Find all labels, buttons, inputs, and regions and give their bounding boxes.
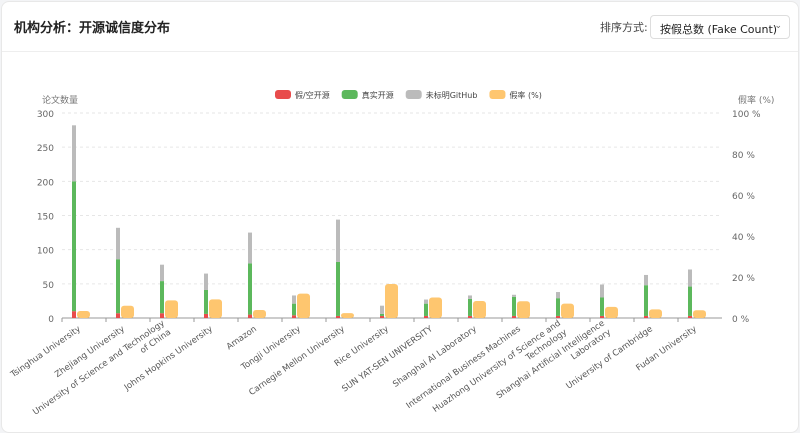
bar-real — [512, 296, 516, 316]
bar-unlabeled — [380, 305, 384, 314]
bar-fake-rate — [253, 310, 266, 318]
bar-real — [116, 259, 120, 314]
page-title: 机构分析：开源诚信度分布 — [14, 21, 171, 36]
bar-fake-rate — [385, 283, 398, 318]
x-tick-label-line: Tsinghua University — [8, 324, 82, 380]
bar-unlabeled — [556, 292, 560, 299]
bar-unlabeled — [292, 295, 296, 304]
bar-fake — [512, 315, 516, 318]
bar-fake — [556, 315, 560, 318]
y-tick-label: 300 — [37, 110, 54, 120]
bar-fake — [116, 313, 120, 318]
y2-tick-label: 20 % — [732, 274, 755, 284]
bar-fake — [336, 315, 340, 318]
sort-select-value: 按假总数 (Fake Count) — [660, 23, 778, 36]
legend-swatch — [341, 90, 358, 99]
bar-unlabeled — [204, 273, 208, 290]
bar-real — [380, 313, 384, 316]
y2-tick-label: 100 % — [732, 110, 761, 120]
bar-fake — [688, 315, 692, 318]
bar-fake-rate — [297, 293, 310, 318]
bar-fake-rate — [473, 300, 486, 318]
bar-real — [160, 281, 164, 314]
x-tick-label-line: Shanghai AI Laboratory — [391, 324, 478, 389]
bar-fake — [600, 315, 604, 318]
bar-fake — [204, 313, 208, 318]
bar-unlabeled — [468, 295, 472, 299]
bar-unlabeled — [160, 264, 164, 282]
bar-unlabeled — [688, 269, 692, 287]
bar-real — [204, 289, 208, 314]
bar-real — [424, 303, 428, 316]
bar-fake — [72, 311, 76, 318]
bar-fake — [644, 315, 648, 318]
legend-label: 真实开源 — [362, 90, 394, 100]
y2-tick-label: 60 % — [732, 192, 755, 202]
bar-fake — [292, 315, 296, 318]
y2-tick-label: 80 % — [732, 151, 755, 161]
bar-fake-rate — [341, 313, 354, 318]
bar-fake-rate — [121, 305, 134, 318]
y-axis-title: 论文数量 — [42, 94, 78, 106]
legend-label: 假率 (%) — [509, 90, 541, 100]
y2-tick-label: 40 % — [732, 233, 755, 243]
bar-unlabeled — [424, 299, 428, 304]
bar-unlabeled — [116, 227, 120, 260]
bar-fake — [380, 315, 384, 318]
y-tick-label: 0 — [48, 315, 54, 325]
bar-fake-rate — [517, 301, 530, 318]
bar-unlabeled — [600, 284, 604, 298]
bar-fake — [424, 315, 428, 318]
x-tick-label: Shanghai AI Laboratory — [391, 324, 478, 389]
legend-swatch — [405, 90, 422, 99]
x-tick-label-line: Amazon — [225, 324, 259, 352]
bar-fake-rate — [209, 299, 222, 318]
y-tick-label: 150 — [37, 213, 54, 223]
y2-tick-label: 0 % — [732, 315, 750, 325]
bar-real — [556, 298, 560, 316]
x-tick-label: Amazon — [225, 324, 259, 352]
bar-real — [248, 263, 252, 315]
bar-unlabeled — [644, 274, 648, 286]
bar-fake-rate — [165, 300, 178, 318]
bar-fake-rate — [649, 309, 662, 318]
legend-label: 未标明GitHub — [426, 90, 478, 100]
card-header: 机构分析：开源诚信度分布 排序方式: 按假总数 (Fake Count) ⌄ — [2, 2, 798, 52]
chevron-down-icon: ⌄ — [774, 21, 782, 31]
bar-fake — [248, 314, 252, 318]
bar-fake-rate — [561, 303, 574, 318]
y-tick-label: 250 — [37, 144, 54, 154]
bar-unlabeled — [512, 294, 516, 297]
y-tick-label: 50 — [43, 281, 55, 291]
bar-real — [336, 261, 340, 316]
bar-real — [644, 285, 648, 316]
bar-fake-rate — [77, 311, 90, 318]
bar-fake — [160, 313, 164, 318]
bar-real — [468, 298, 472, 316]
bar-fake-rate — [429, 297, 442, 318]
bar-unlabeled — [336, 219, 340, 262]
y-tick-label: 100 — [37, 247, 54, 257]
bar-real — [688, 286, 692, 316]
bar-unlabeled — [72, 125, 76, 182]
bar-unlabeled — [248, 232, 252, 264]
bar-fake-rate — [693, 310, 706, 318]
legend-swatch — [275, 90, 291, 99]
legend-swatch — [489, 90, 506, 99]
bar-real — [292, 303, 296, 316]
y-tick-label: 200 — [37, 178, 54, 188]
sort-label: 排序方式: — [600, 21, 648, 34]
y2-axis-title: 假率 (%) — [738, 94, 774, 106]
x-tick-label: Tsinghua University — [8, 324, 82, 380]
bar-real — [72, 181, 76, 312]
legend-label: 假/空开源 — [295, 90, 330, 100]
bar-fake-rate — [605, 306, 618, 318]
bar-real — [600, 297, 604, 316]
bar-fake — [468, 315, 472, 318]
sort-select[interactable]: 按假总数 (Fake Count) ⌄ — [650, 15, 790, 39]
